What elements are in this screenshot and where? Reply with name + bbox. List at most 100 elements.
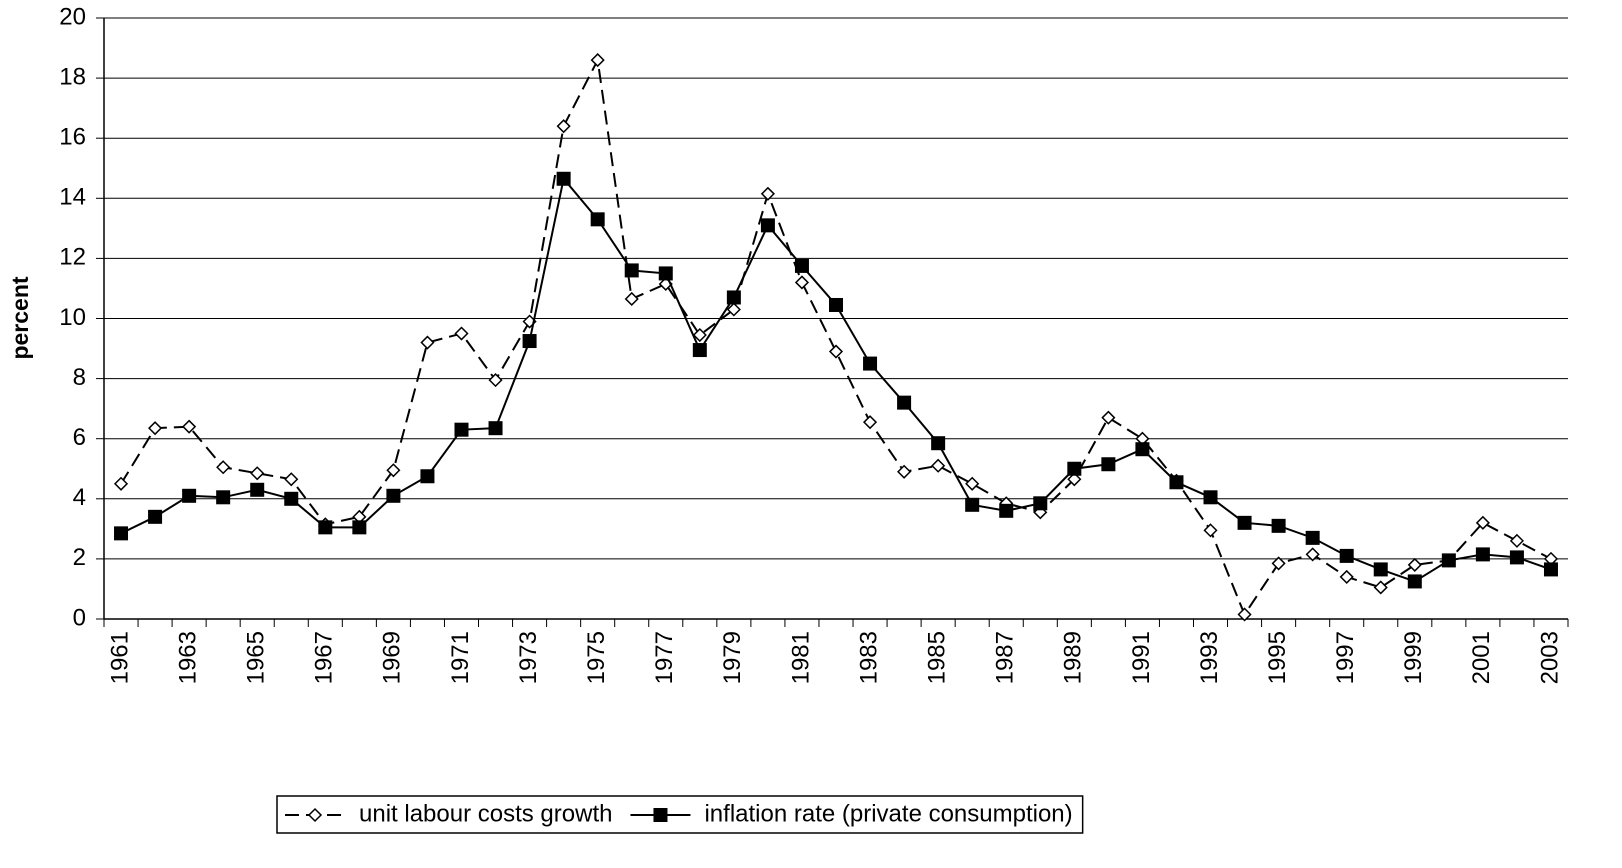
legend-marker <box>653 808 668 822</box>
square-marker <box>250 482 265 497</box>
square-marker <box>590 212 605 227</box>
square-marker <box>897 395 912 410</box>
y-tick-label: 0 <box>73 604 86 631</box>
x-tick-label: 1961 <box>106 631 133 684</box>
diamond-marker <box>420 335 435 350</box>
x-tick-label: 1983 <box>855 631 882 684</box>
legend-marker <box>307 807 323 823</box>
square-marker <box>1271 518 1286 533</box>
diamond-marker <box>1203 523 1218 538</box>
diamond-marker <box>590 53 605 68</box>
x-tick-label: 1963 <box>174 631 201 684</box>
x-tick-label: 1999 <box>1400 631 1427 684</box>
x-tick-label: 1965 <box>243 631 270 684</box>
diamond-marker <box>250 466 265 481</box>
x-tick-label: 1987 <box>992 631 1019 684</box>
diamond-marker <box>726 302 741 317</box>
square-marker <box>999 503 1014 518</box>
y-tick-label: 20 <box>59 3 86 30</box>
square-marker <box>284 491 299 506</box>
square-marker <box>522 334 537 349</box>
y-tick-label: 18 <box>59 63 86 90</box>
square-marker <box>829 297 843 312</box>
square-marker <box>1169 475 1184 490</box>
y-axis-label: percent <box>7 276 33 359</box>
square-marker <box>216 490 231 505</box>
diamond-marker <box>284 472 299 487</box>
diamond-marker <box>1407 557 1422 572</box>
legend-label: unit labour costs growth <box>359 800 612 827</box>
square-marker <box>1067 461 1082 476</box>
square-marker <box>760 218 775 233</box>
square-marker <box>1203 490 1218 505</box>
square-marker <box>318 520 333 535</box>
diamond-marker <box>794 275 810 290</box>
square-marker <box>488 421 503 436</box>
diamond-marker <box>148 421 163 436</box>
square-marker <box>965 497 980 512</box>
x-tick-label: 1989 <box>1060 631 1087 684</box>
y-tick-label: 12 <box>59 244 86 271</box>
diamond-marker <box>965 476 980 491</box>
square-marker <box>352 520 367 535</box>
diamond-marker <box>1509 533 1524 548</box>
y-tick-label: 10 <box>59 304 86 331</box>
square-marker <box>931 436 946 451</box>
square-marker <box>1475 547 1490 562</box>
y-tick-label: 2 <box>73 544 86 571</box>
square-marker <box>726 290 741 305</box>
square-marker <box>1509 550 1524 565</box>
square-marker <box>658 266 673 281</box>
x-tick-label: 1981 <box>787 631 814 684</box>
y-tick-label: 14 <box>59 184 86 211</box>
square-marker <box>556 171 571 186</box>
diamond-marker <box>931 458 946 473</box>
square-marker <box>1305 530 1320 545</box>
x-tick-label: 1997 <box>1332 631 1359 684</box>
diamond-marker <box>862 415 878 430</box>
x-tick-label: 1993 <box>1196 631 1223 684</box>
square-marker <box>420 469 435 484</box>
square-marker <box>1373 562 1388 577</box>
legend: unit labour costs growth inflation rate (… <box>276 795 1084 834</box>
x-tick-label: 1971 <box>447 631 474 684</box>
square-marker <box>1543 562 1558 577</box>
square-marker <box>1237 515 1252 530</box>
x-tick-label: 1967 <box>311 631 338 684</box>
square-marker <box>1441 553 1456 568</box>
diamond-marker <box>182 419 197 434</box>
diamond-marker <box>113 476 129 491</box>
diamond-marker <box>828 344 844 359</box>
diamond-marker <box>454 326 469 341</box>
y-tick-label: 16 <box>59 124 86 151</box>
diamond-marker <box>1305 547 1320 562</box>
diamond-marker <box>386 463 401 478</box>
diamond-marker <box>897 464 912 479</box>
x-tick-label: 1985 <box>923 631 950 684</box>
y-tick-label: 8 <box>73 364 86 391</box>
y-tick-label: 4 <box>73 484 86 511</box>
diamond-marker <box>1101 410 1116 425</box>
diamond-marker <box>692 327 707 343</box>
diamond-marker <box>216 460 231 475</box>
square-marker <box>692 343 707 358</box>
legend-label: inflation rate (private consumption) <box>704 800 1072 827</box>
x-tick-label: 1995 <box>1264 631 1291 684</box>
diamond-marker <box>1237 607 1252 622</box>
diamond-marker <box>1373 580 1388 595</box>
diamond-marker <box>624 291 639 307</box>
square-marker <box>1101 457 1116 472</box>
square-marker <box>182 488 197 503</box>
square-marker <box>624 263 639 278</box>
square-marker <box>114 526 129 541</box>
square-marker <box>386 488 401 503</box>
square-marker <box>1135 442 1150 457</box>
x-tick-label: 2001 <box>1468 631 1495 684</box>
square-marker <box>454 422 469 437</box>
diamond-marker <box>1271 556 1286 571</box>
square-marker <box>863 356 878 371</box>
x-tick-label: 1975 <box>583 631 610 684</box>
square-marker <box>794 258 809 273</box>
